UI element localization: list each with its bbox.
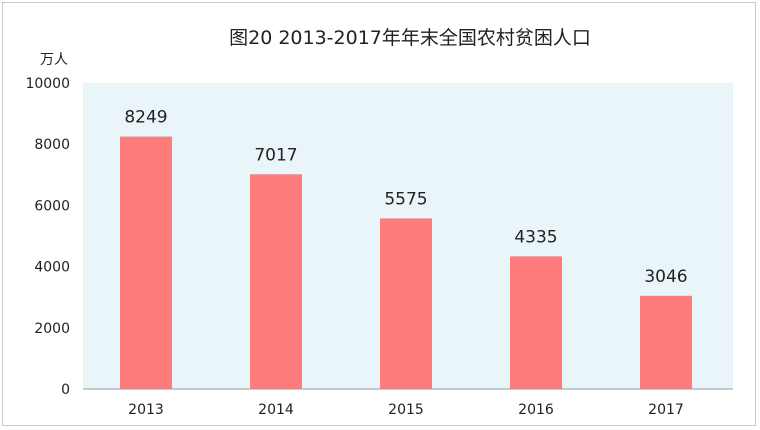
data-label-2014: 7017 [254, 145, 297, 165]
y-axis-ticks: 0 2000 4000 6000 8000 10000 [25, 76, 70, 398]
y-tick-label: 2000 [34, 321, 70, 337]
bar-2013 [120, 136, 172, 389]
x-tick-label-2014: 2014 [258, 402, 294, 418]
x-tick-label-2017: 2017 [648, 402, 684, 418]
data-label-2015: 5575 [384, 189, 427, 209]
x-tick-label-2016: 2016 [518, 402, 554, 418]
bar-2014 [250, 174, 302, 389]
y-tick-label: 0 [61, 382, 70, 398]
chart-title: 图20 2013-2017年年末全国农村贫困人口 [229, 27, 591, 49]
data-labels: 8249 7017 5575 4335 3046 [124, 108, 687, 287]
x-tick-label-2015: 2015 [388, 402, 424, 418]
bar-2016 [510, 256, 562, 389]
y-tick-label: 8000 [34, 137, 70, 153]
data-label-2013: 8249 [124, 108, 167, 128]
y-tick-label: 6000 [34, 198, 70, 214]
data-label-2017: 3046 [644, 267, 687, 287]
bar-2015 [380, 218, 432, 389]
x-tick-label-2013: 2013 [128, 402, 164, 418]
y-axis-label: 万人 [40, 52, 68, 68]
data-label-2016: 4335 [514, 227, 557, 247]
x-axis-ticks: 2013 2014 2015 2016 2017 [128, 402, 684, 418]
bar-2017 [640, 295, 692, 389]
bars [120, 136, 692, 389]
chart-frame [2, 2, 756, 426]
y-tick-label: 4000 [34, 260, 70, 276]
y-tick-label: 10000 [25, 76, 70, 92]
